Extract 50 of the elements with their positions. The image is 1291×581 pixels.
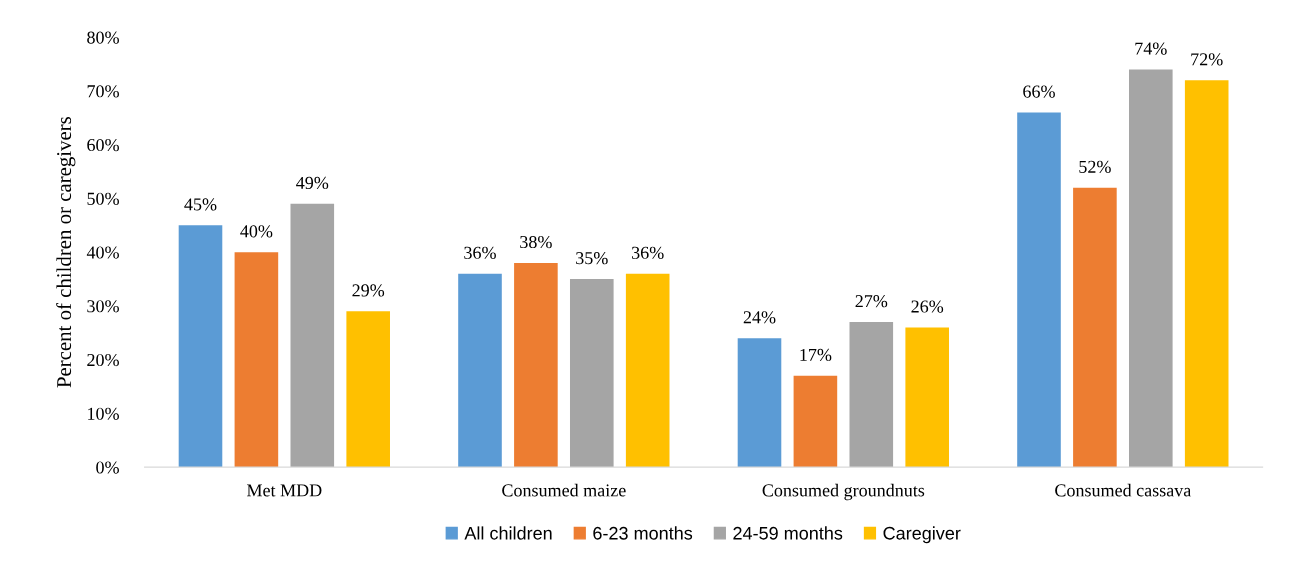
bar (234, 252, 279, 468)
bar (178, 225, 223, 468)
data-label: 38% (520, 235, 552, 249)
legend-label: All children (464, 526, 552, 540)
data-label: 74% (1135, 42, 1167, 55)
legend-label: 24-59 months (733, 526, 843, 540)
data-label: 52% (1079, 160, 1111, 173)
y-tick-label: 0% (96, 461, 119, 474)
bar (1184, 80, 1229, 468)
x-tick-label: Consumed cassava (1055, 483, 1192, 497)
y-tick-label: 20% (87, 353, 119, 367)
data-label: 72% (1191, 53, 1223, 66)
bar (1073, 187, 1117, 468)
x-tick-label: Met MDD (246, 484, 322, 497)
bar (514, 262, 558, 468)
data-label: 29% (352, 284, 385, 297)
bar (849, 322, 894, 468)
y-tick-label: 50% (87, 192, 119, 205)
bar (458, 273, 502, 468)
data-label: 17% (800, 348, 832, 362)
bar (737, 338, 782, 468)
bar (346, 311, 390, 468)
y-tick-label: 60% (87, 138, 119, 152)
data-label: 36% (632, 246, 664, 259)
data-label: 49% (296, 176, 329, 190)
bar (1129, 69, 1173, 468)
data-label: 45% (184, 198, 217, 211)
data-label: 40% (240, 225, 273, 238)
data-label: 36% (464, 246, 496, 259)
data-label: 35% (576, 252, 608, 265)
y-tick-label: 80% (87, 31, 119, 44)
bar (290, 203, 335, 468)
y-tick-label: 30% (87, 300, 119, 313)
legend-label: 6-23 months (593, 526, 693, 540)
bar (793, 375, 838, 468)
data-label: 66% (1023, 85, 1055, 98)
y-axis-title: Percent of children or caregivers (56, 116, 76, 388)
data-label: 26% (911, 300, 944, 313)
bar (1017, 112, 1061, 468)
data-label: 27% (855, 295, 888, 308)
y-tick-label: 10% (88, 407, 119, 420)
bar (625, 273, 670, 468)
x-tick-label: Consumed groundnuts (762, 483, 925, 501)
y-tick-label: 70% (87, 85, 119, 98)
data-label: 24% (743, 311, 776, 324)
legend-label: Caregiver (883, 526, 961, 544)
y-tick-label: 40% (86, 246, 119, 259)
x-tick-label: Consumed maize (502, 483, 626, 497)
bar (905, 327, 949, 468)
bar (569, 279, 614, 468)
